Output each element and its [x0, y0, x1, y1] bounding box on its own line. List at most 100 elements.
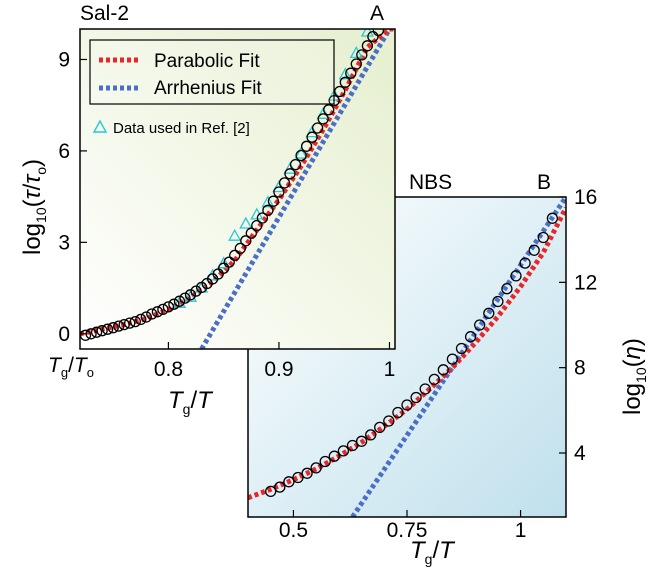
a-data-point [135, 313, 147, 326]
a-data-point [168, 298, 180, 310]
legend-parabolic-label: Parabolic Fit [154, 51, 260, 72]
legend-arrhenius-label: Arrhenius Fit [154, 78, 262, 99]
panel-a-ticks: 0 3 6 9 Tg/To 0.8 0.9 1 [48, 48, 395, 381]
a-data-point [190, 285, 202, 297]
b-data-point [483, 307, 495, 319]
a-y-tick-label: 3 [58, 231, 70, 254]
a-data-point [262, 204, 274, 216]
a-data-point [273, 186, 285, 198]
legend-box [89, 39, 335, 105]
a-data-point [129, 315, 141, 328]
a-data-point [256, 212, 269, 224]
a-data-point [146, 308, 158, 320]
a-arrhenius-fit-line [199, 29, 392, 349]
b-y-tick-label: 8 [574, 357, 586, 380]
a-data-point [223, 256, 235, 268]
a-data-point [173, 295, 186, 307]
a-ref-data-point [183, 289, 198, 302]
panel-b-ticks: 4 8 12 16 0.5 0.75 1 [279, 186, 598, 542]
b-parabolic-fit-line [248, 206, 566, 501]
a-data-point [345, 67, 357, 79]
b-x-tick-label: 0.5 [279, 519, 308, 542]
b-data-point [464, 331, 477, 343]
b-data-point [274, 481, 286, 493]
b-data-point [546, 212, 559, 224]
panel-b-title: NBS [409, 171, 452, 194]
b-y-tick-label: 16 [574, 186, 597, 209]
b-data-point [519, 257, 531, 269]
b-data-point [319, 455, 331, 468]
a-data-point [124, 317, 136, 329]
a-data-point [334, 85, 346, 98]
a-data-point [372, 29, 385, 37]
b-data-point [301, 467, 313, 479]
a-data-point [234, 242, 246, 255]
a-ref-data-point [349, 46, 363, 59]
a-data-point [162, 301, 175, 313]
panel-b-plot-area [248, 197, 566, 517]
b-x-tick-label: 0.75 [387, 519, 428, 542]
b-data-point [528, 244, 540, 256]
a-data-point [289, 158, 302, 171]
a-ref-data-point [217, 256, 231, 269]
b-data-point [265, 485, 277, 498]
b-data-point [365, 429, 377, 441]
a-data-point [90, 326, 103, 338]
b-data-point [328, 450, 340, 462]
b-data-point [537, 231, 549, 244]
a-data-point [179, 292, 191, 304]
a-ref-data-point [338, 67, 352, 80]
panel-a-title: Sal-2 [80, 2, 129, 25]
a-data-point [113, 320, 125, 332]
legend-ref-data-label: Data used in Ref. [2] [113, 120, 250, 137]
a-data-point [118, 318, 130, 331]
b-data-point [501, 283, 513, 295]
b-data-point [510, 270, 522, 282]
b-data-point [283, 476, 295, 488]
b-y-tick-label: 12 [574, 271, 597, 294]
a-data-point [339, 76, 351, 88]
panel-a-ylabel: log10(τ/τo) [19, 159, 49, 255]
panel-a-label: A [370, 2, 384, 25]
b-data-point [383, 415, 395, 427]
b-data-point [346, 439, 359, 452]
b-x-tick-label: 1 [515, 519, 527, 542]
a-data-point [229, 249, 241, 262]
panel-a-plot-area [80, 29, 395, 349]
b-data-point [419, 383, 431, 395]
a-data-point [245, 227, 257, 239]
panel-b-xlabel: Tg/T [410, 537, 456, 567]
a-data-point [140, 311, 152, 323]
legend-triangle-icon [92, 119, 108, 133]
b-data-point [437, 364, 449, 376]
a-x-tick-label: 0.8 [154, 358, 183, 381]
a-data-point [311, 122, 324, 134]
a-x-tick-label: 0.9 [264, 358, 293, 381]
a-data-point [157, 303, 169, 316]
a-data-point [240, 235, 252, 247]
a-data-point [284, 168, 296, 180]
panel-b-label: B [537, 171, 551, 194]
a-data-point [278, 177, 291, 189]
a-x-tick-label: 1 [384, 358, 396, 381]
b-data-point [292, 471, 304, 484]
b-data-point [355, 435, 368, 447]
a-data-point [151, 306, 164, 318]
a-data-point [356, 49, 368, 61]
a-data-point [361, 40, 374, 52]
a-y-tick-label: 0 [58, 323, 70, 346]
panel-b-ylabel: log10(η) [619, 338, 649, 415]
a-ref-data-point [294, 146, 308, 159]
b-data-point [374, 421, 386, 434]
b-data-point [401, 399, 413, 411]
a-data-point [101, 323, 114, 335]
a-data-point [267, 195, 280, 207]
a-data-point [251, 219, 263, 232]
a-data-point [107, 322, 119, 334]
a-y-tick-label: 9 [58, 48, 70, 71]
a-data-point [317, 113, 329, 125]
a-data-point [184, 289, 197, 301]
panel-a-xlabel: Tg/T [168, 387, 214, 417]
b-data-point [310, 462, 322, 474]
a-ref-data-point [261, 195, 275, 208]
